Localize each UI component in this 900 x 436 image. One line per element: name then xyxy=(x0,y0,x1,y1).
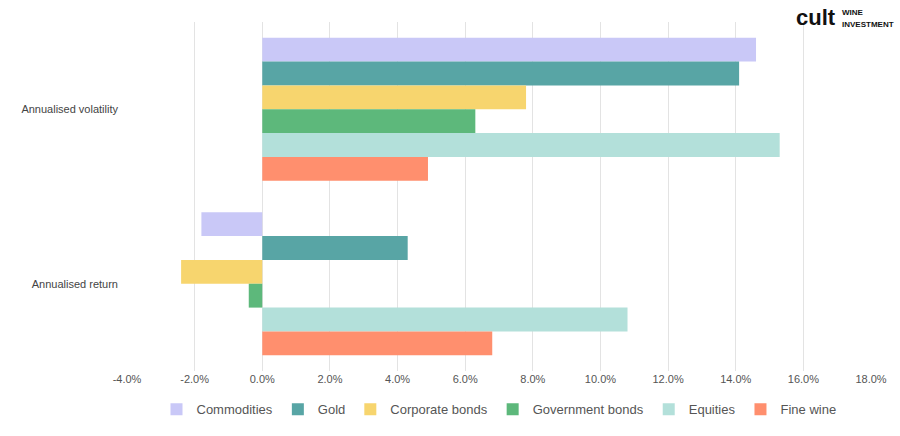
svg-text:Government bonds: Government bonds xyxy=(533,402,644,417)
svg-text:4.0%: 4.0% xyxy=(385,373,410,385)
svg-text:Equities: Equities xyxy=(689,402,736,417)
svg-text:18.0%: 18.0% xyxy=(855,373,886,385)
svg-text:14.0%: 14.0% xyxy=(720,373,751,385)
svg-text:Commodities: Commodities xyxy=(197,402,273,417)
svg-text:Annualised return: Annualised return xyxy=(32,278,118,290)
svg-text:INVESTMENT: INVESTMENT xyxy=(842,20,894,29)
svg-text:6.0%: 6.0% xyxy=(453,373,478,385)
svg-text:cult: cult xyxy=(796,5,836,30)
svg-text:-4.0%: -4.0% xyxy=(113,373,142,385)
svg-text:8.0%: 8.0% xyxy=(520,373,545,385)
svg-text:Corporate bonds: Corporate bonds xyxy=(390,402,487,417)
svg-text:0.0%: 0.0% xyxy=(250,373,275,385)
svg-text:Gold: Gold xyxy=(318,402,345,417)
svg-text:Annualised volatility: Annualised volatility xyxy=(21,103,118,115)
svg-text:WINE: WINE xyxy=(842,8,864,17)
svg-text:-2.0%: -2.0% xyxy=(180,373,209,385)
svg-text:10.0%: 10.0% xyxy=(585,373,616,385)
svg-text:16.0%: 16.0% xyxy=(788,373,819,385)
svg-text:Fine wine: Fine wine xyxy=(780,402,836,417)
svg-text:12.0%: 12.0% xyxy=(652,373,683,385)
svg-text:2.0%: 2.0% xyxy=(317,373,342,385)
